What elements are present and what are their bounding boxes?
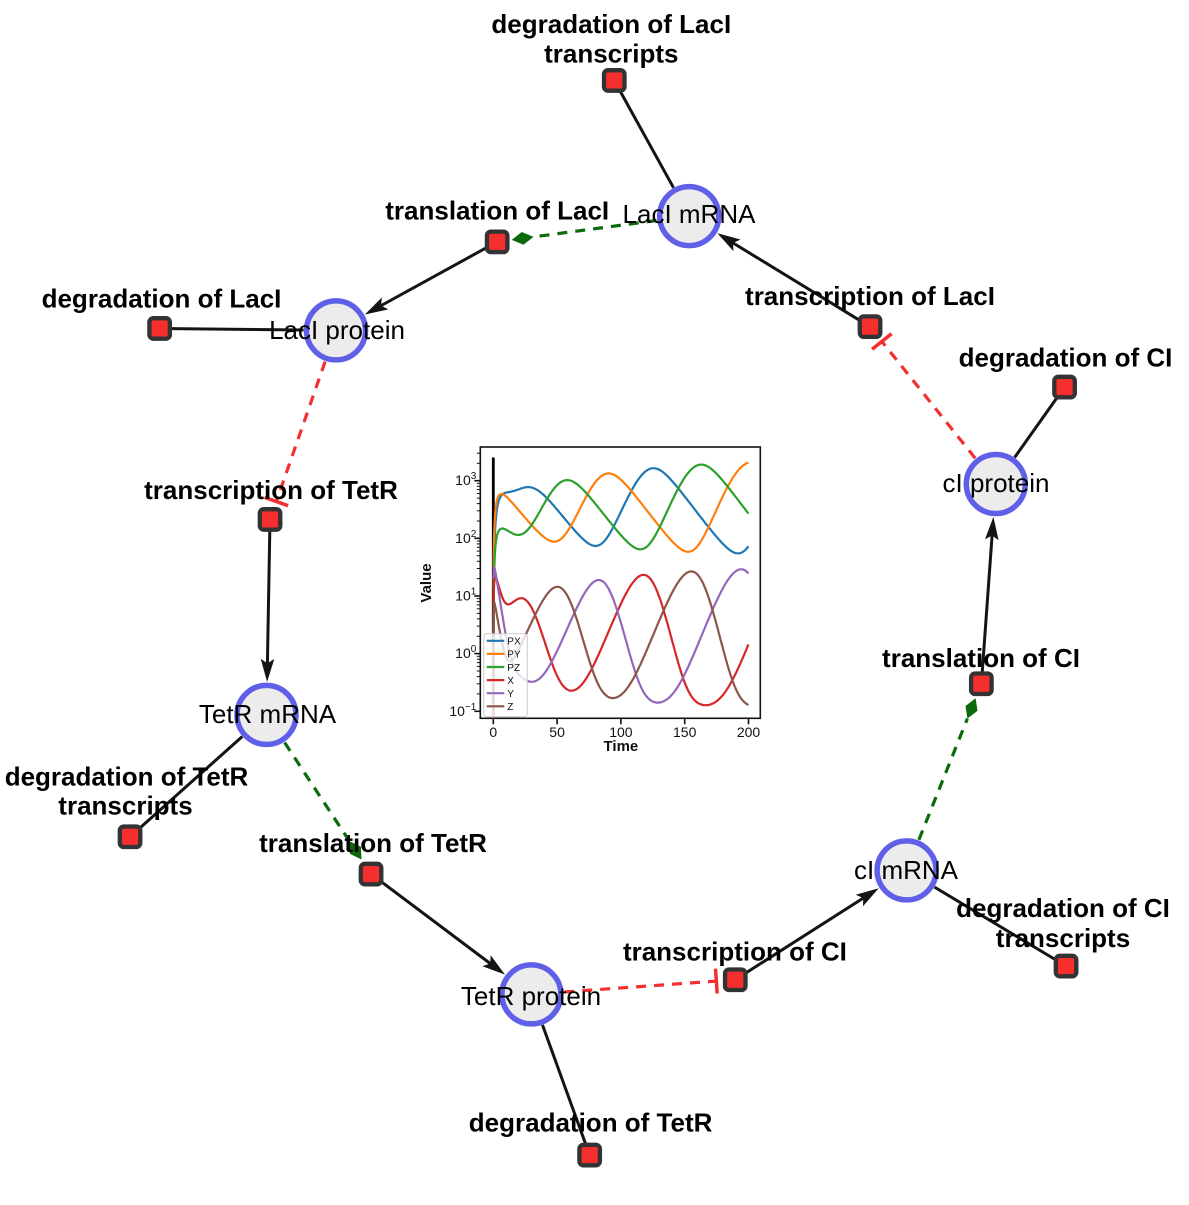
svg-text:Y: Y xyxy=(507,689,514,700)
svg-text:transcripts: transcripts xyxy=(996,923,1130,953)
svg-text:cI protein: cI protein xyxy=(943,468,1050,498)
svg-text:TetR protein: TetR protein xyxy=(461,981,601,1011)
svg-text:101: 101 xyxy=(455,587,477,604)
svg-text:PZ: PZ xyxy=(507,663,520,674)
svg-text:LacI protein: LacI protein xyxy=(269,315,405,345)
svg-text:transcription of LacI: transcription of LacI xyxy=(745,281,995,311)
svg-text:Time: Time xyxy=(604,738,639,755)
svg-text:LacI mRNA: LacI mRNA xyxy=(623,199,757,229)
svg-text:transcripts: transcripts xyxy=(58,790,192,820)
svg-text:degradation of LacI: degradation of LacI xyxy=(42,284,282,314)
svg-text:degradation of TetR: degradation of TetR xyxy=(5,762,249,792)
svg-text:translation of CI: translation of CI xyxy=(882,643,1080,673)
svg-text:0: 0 xyxy=(489,724,497,740)
svg-text:degradation of CI: degradation of CI xyxy=(956,893,1170,923)
svg-text:Value: Value xyxy=(418,563,435,602)
svg-text:100: 100 xyxy=(455,644,477,661)
svg-text:translation of LacI: translation of LacI xyxy=(385,195,609,225)
svg-text:transcription of TetR: transcription of TetR xyxy=(144,475,398,505)
svg-text:200: 200 xyxy=(737,724,761,740)
svg-text:100: 100 xyxy=(609,724,633,740)
svg-text:Z: Z xyxy=(507,702,513,713)
svg-text:10−1: 10−1 xyxy=(449,702,476,719)
svg-text:PY: PY xyxy=(507,650,521,661)
svg-text:50: 50 xyxy=(549,724,565,740)
svg-text:transcripts: transcripts xyxy=(544,39,678,69)
svg-text:degradation of LacI: degradation of LacI xyxy=(491,9,731,39)
svg-text:150: 150 xyxy=(673,724,697,740)
svg-text:cI mRNA: cI mRNA xyxy=(854,855,959,885)
svg-text:degradation of CI: degradation of CI xyxy=(959,343,1173,373)
svg-text:TetR mRNA: TetR mRNA xyxy=(199,699,337,729)
svg-text:X: X xyxy=(507,676,514,687)
svg-text:102: 102 xyxy=(455,529,477,546)
svg-text:103: 103 xyxy=(455,471,477,488)
svg-text:PX: PX xyxy=(507,637,521,648)
svg-text:translation of TetR: translation of TetR xyxy=(259,828,487,858)
svg-text:transcription of CI: transcription of CI xyxy=(623,937,847,967)
svg-text:degradation of TetR: degradation of TetR xyxy=(469,1108,713,1138)
